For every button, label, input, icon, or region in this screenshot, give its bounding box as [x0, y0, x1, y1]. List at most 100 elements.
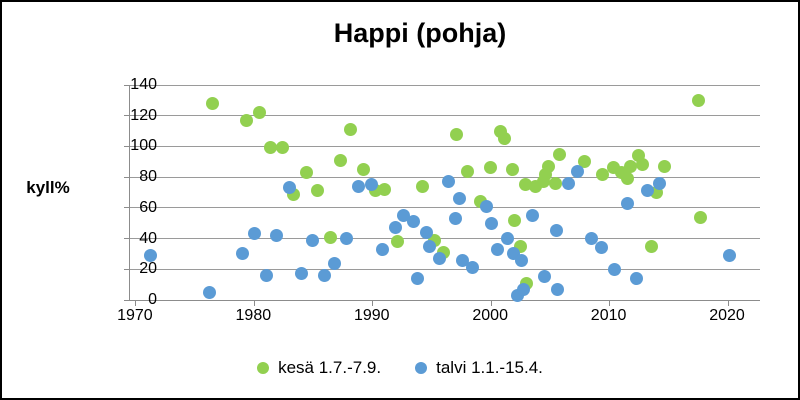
- data-point-kesa: [548, 176, 562, 190]
- y-tick-mark: [124, 238, 130, 240]
- data-point-kesa: [497, 132, 511, 146]
- data-point-kesa: [644, 239, 658, 253]
- x-tick-mark: [727, 300, 729, 306]
- data-point-talvi: [270, 229, 284, 242]
- y-tick-label: 80: [139, 168, 157, 186]
- x-tick-label: 2010: [590, 307, 627, 324]
- y-tick-mark: [124, 299, 130, 301]
- kesa-series-marker-icon: [257, 362, 270, 374]
- x-tick-mark: [253, 300, 255, 306]
- data-point-talvi: [501, 232, 515, 246]
- data-point-talvi: [419, 225, 433, 239]
- data-point-kesa: [483, 161, 497, 175]
- data-point-kesa: [299, 166, 313, 180]
- data-point-kesa: [450, 127, 464, 141]
- y-tick-label: 100: [130, 137, 157, 155]
- data-point-talvi: [585, 232, 599, 246]
- x-tick-mark: [490, 300, 492, 306]
- gridline: [130, 207, 760, 209]
- y-tick-label: 120: [130, 106, 157, 124]
- data-point-kesa: [343, 123, 357, 137]
- data-point-kesa: [323, 230, 337, 244]
- data-point-talvi: [490, 242, 504, 256]
- data-point-kesa: [416, 179, 429, 193]
- legend: kesä 1.7.-7.9. talvi 1.1.-15.4.: [2, 358, 798, 378]
- data-point-kesa: [578, 155, 592, 169]
- gridline: [130, 238, 760, 240]
- data-point-talvi: [352, 179, 366, 193]
- data-point-talvi: [479, 199, 493, 213]
- data-point-talvi: [465, 261, 479, 275]
- gridline: [130, 145, 760, 147]
- data-point-kesa: [506, 162, 519, 176]
- data-point-kesa: [620, 172, 634, 186]
- x-tick-label: 1980: [235, 307, 272, 324]
- data-point-talvi: [549, 224, 563, 238]
- x-tick-label: 2020: [709, 307, 745, 324]
- y-axis-title: kyll%: [26, 178, 70, 197]
- data-point-talvi: [484, 216, 498, 230]
- data-point-talvi: [526, 209, 540, 223]
- data-point-kesa: [276, 141, 290, 155]
- data-point-talvi: [423, 239, 437, 253]
- data-point-talvi: [442, 175, 456, 189]
- data-point-talvi: [388, 221, 402, 235]
- legend-label-kesa: kesä 1.7.-7.9.: [278, 358, 382, 377]
- data-point-talvi: [452, 192, 466, 206]
- x-tick-label: 1970: [117, 307, 153, 324]
- data-point-kesa: [541, 159, 555, 173]
- data-point-talvi: [652, 176, 666, 190]
- data-point-talvi: [365, 178, 379, 192]
- y-tick-label: 20: [139, 260, 157, 278]
- data-point-talvi: [259, 268, 273, 282]
- x-tick-mark: [135, 300, 137, 306]
- y-tick-label: 40: [139, 229, 157, 247]
- x-tick-label: 1990: [353, 307, 390, 324]
- legend-item-talvi: talvi 1.1.-15.4.: [415, 358, 543, 378]
- plot-area: [124, 84, 760, 306]
- data-point-talvi: [247, 227, 261, 241]
- data-point-kesa: [461, 164, 474, 178]
- data-point-kesa: [691, 93, 705, 107]
- data-point-talvi: [432, 252, 446, 266]
- data-point-talvi: [516, 282, 530, 296]
- x-tick-mark: [372, 300, 374, 306]
- x-tick-label: 2000: [472, 307, 508, 324]
- data-point-talvi: [143, 248, 157, 262]
- data-point-talvi: [449, 212, 463, 226]
- data-point-kesa: [636, 158, 650, 172]
- data-point-kesa: [694, 210, 708, 224]
- chart-title: Happi (pohja): [333, 18, 507, 48]
- gridline: [130, 115, 760, 117]
- legend-label-talvi: talvi 1.1.-15.4.: [436, 358, 543, 377]
- data-point-talvi: [537, 270, 551, 284]
- data-point-kesa: [239, 113, 253, 127]
- data-point-kesa: [206, 96, 220, 110]
- data-point-talvi: [305, 233, 319, 247]
- data-point-talvi: [375, 242, 389, 256]
- data-point-talvi: [317, 268, 331, 282]
- data-point-kesa: [657, 159, 671, 173]
- gridline: [130, 84, 760, 86]
- data-point-kesa: [378, 182, 392, 196]
- data-point-talvi: [620, 196, 634, 210]
- data-point-kesa: [310, 184, 324, 198]
- data-point-talvi: [551, 282, 564, 296]
- data-point-talvi: [561, 176, 575, 190]
- data-point-talvi: [630, 272, 644, 285]
- data-point-talvi: [295, 267, 309, 281]
- data-point-kesa: [596, 167, 609, 181]
- data-point-kesa: [624, 159, 638, 173]
- y-tick-mark: [124, 176, 130, 178]
- talvi-series-marker-icon: [415, 362, 428, 374]
- data-point-kesa: [252, 106, 266, 120]
- legend-item-kesa: kesä 1.7.-7.9.: [257, 358, 381, 378]
- data-point-kesa: [553, 147, 567, 161]
- data-point-kesa: [356, 162, 370, 176]
- data-point-talvi: [607, 262, 621, 276]
- data-point-kesa: [334, 153, 348, 167]
- data-point-talvi: [283, 181, 297, 195]
- y-tick-mark: [124, 207, 130, 209]
- data-point-talvi: [340, 232, 354, 246]
